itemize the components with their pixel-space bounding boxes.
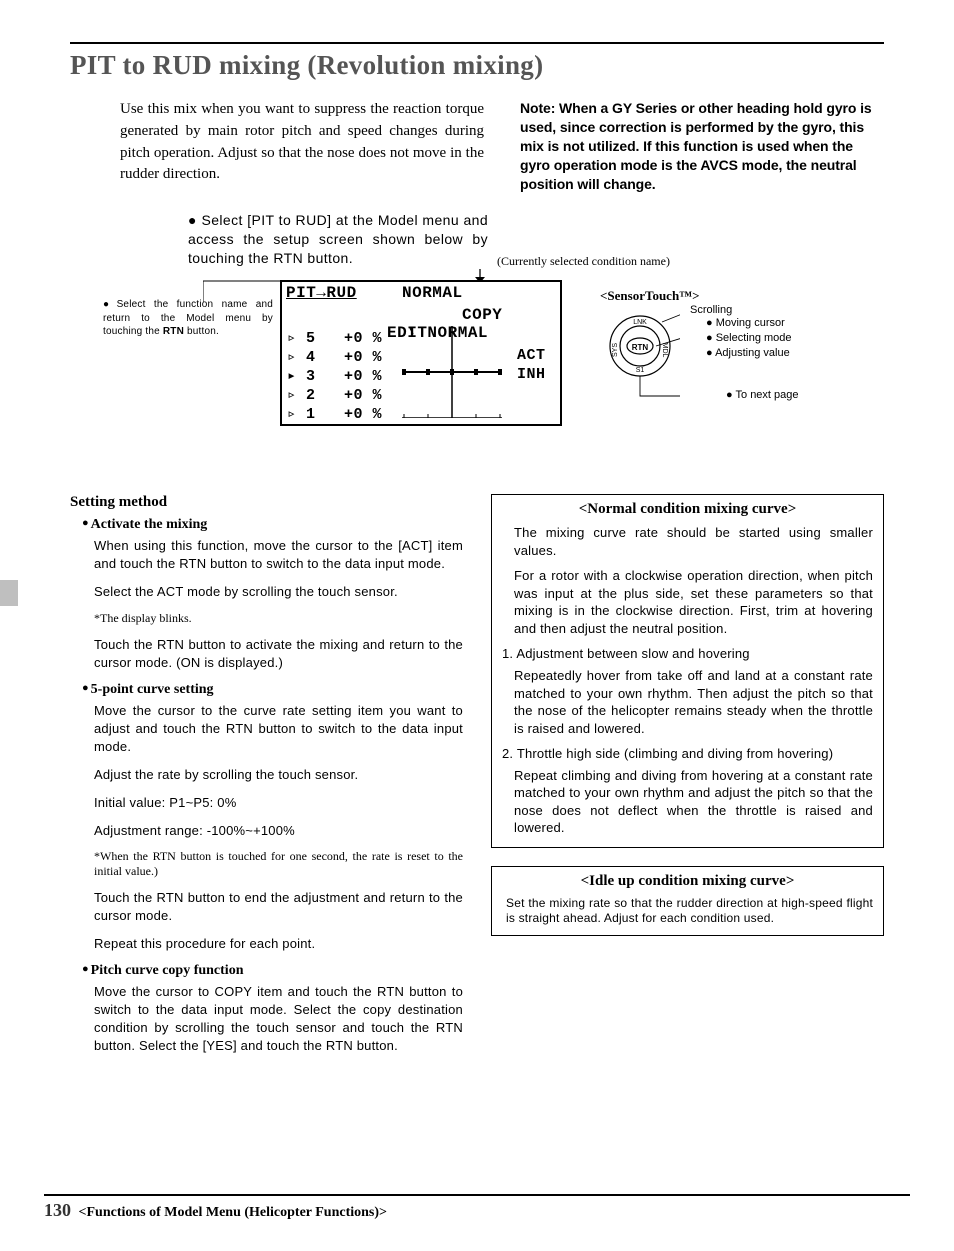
bullet-dot: ● — [103, 299, 115, 310]
lcd-condition: NORMAL — [402, 284, 463, 302]
idleup-curve-box: <Idle up condition mixing curve> Set the… — [491, 866, 884, 936]
normal-curve-p2: For a rotor with a clockwise operation d… — [514, 567, 873, 637]
left-column: Setting method Activate the mixing When … — [70, 494, 463, 1065]
svg-text:S1: S1 — [636, 367, 645, 374]
sensor-bullet-2: ● Selecting mode — [706, 331, 850, 346]
return-note-text-2: button. — [184, 326, 219, 337]
normal-curve-n1p: Repeatedly hover from take off and land … — [514, 667, 873, 737]
five-point-p5: Touch the RTN button to end the adjustme… — [94, 889, 463, 925]
svg-text:MDL: MDL — [661, 343, 668, 358]
sensor-dial-icon: RTN LNK SYS MDL S1 — [600, 308, 680, 408]
normal-curve-n1: 1. Adjustment between slow and hovering — [502, 645, 873, 663]
mid-graphic-region: (Currently selected condition name) ●Sel… — [70, 268, 884, 470]
side-tab — [0, 580, 18, 606]
bullet-dot: ● — [188, 212, 197, 228]
five-point-p3: Initial value: P1~P5: 0% — [94, 794, 463, 812]
idleup-curve-title: <Idle up condition mixing curve> — [502, 873, 873, 890]
page-number: 130 — [44, 1200, 71, 1220]
normal-curve-title: <Normal condition mixing curve> — [502, 501, 873, 518]
normal-curve-n2p: Repeat climbing and diving from hovering… — [514, 767, 873, 837]
nav-instruction-text: Select [PIT to RUD] at the Model menu an… — [188, 212, 488, 266]
svg-text:LNK: LNK — [633, 319, 647, 326]
footer-label: <Functions of Model Menu (Helicopter Fun… — [79, 1205, 388, 1220]
sensor-touch-block: <SensorTouch™> RTN LNK SYS MDL S1 Scroll… — [600, 288, 880, 308]
lcd-inh: INH — [517, 366, 546, 383]
svg-text:RTN: RTN — [632, 343, 649, 352]
return-note: ●Select the function name and return to … — [103, 298, 273, 339]
copy-head: Pitch curve copy function — [82, 963, 463, 979]
activate-p1: When using this function, move the curso… — [94, 537, 463, 573]
lcd-copy: COPY — [462, 306, 502, 324]
sensor-scroll-label: Scrolling — [690, 304, 850, 316]
five-point-note: *When the RTN button is touched for one … — [94, 849, 463, 879]
lcd-row-2: ▹ 2 +0 % — [287, 385, 382, 404]
right-column: <Normal condition mixing curve> The mixi… — [491, 494, 884, 1065]
normal-curve-p1: The mixing curve rate should be started … — [514, 524, 873, 559]
copy-p1: Move the cursor to COPY item and touch t… — [94, 983, 463, 1055]
sensor-bullet-1: ● Moving cursor — [706, 316, 850, 331]
five-point-p2: Adjust the rate by scrolling the touch s… — [94, 766, 463, 784]
idleup-curve-p: Set the mixing rate so that the rudder d… — [506, 896, 873, 925]
intro-columns: Use this mix when you want to suppress t… — [70, 99, 884, 193]
lcd-row-4: ▹ 4 +0 % — [287, 347, 382, 366]
lcd-row-5: ▹ 5 +0 % — [287, 328, 382, 347]
setting-method-head: Setting method — [70, 494, 463, 511]
activate-p2: Select the ACT mode by scrolling the tou… — [94, 583, 463, 601]
intro-text: Use this mix when you want to suppress t… — [70, 99, 484, 193]
rtn-label: RTN — [163, 326, 184, 337]
activate-p3: Touch the RTN button to activate the mix… — [94, 636, 463, 672]
lcd-curve-plot — [402, 326, 502, 418]
footer: 130 <Functions of Model Menu (Helicopter… — [44, 1194, 910, 1221]
nav-instruction: ● Select [PIT to RUD] at the Model menu … — [188, 211, 488, 268]
body-columns: Setting method Activate the mixing When … — [70, 494, 884, 1065]
lcd-screenshot: PIT→RUD NORMAL EDITNORMAL COPY ▹ 5 +0 % … — [280, 280, 562, 426]
normal-curve-box: <Normal condition mixing curve> The mixi… — [491, 494, 884, 848]
page-title: PIT to RUD mixing (Revolution mixing) — [70, 50, 884, 81]
five-point-p6: Repeat this procedure for each point. — [94, 935, 463, 953]
normal-curve-n2: 2. Throttle high side (climbing and divi… — [502, 745, 873, 763]
top-rule — [70, 42, 884, 44]
gyro-note: Note: When a GY Series or other heading … — [520, 99, 884, 193]
activate-head: Activate the mixing — [82, 517, 463, 533]
sensor-bullet-3: ● Adjusting value — [706, 346, 850, 361]
lcd-act: ACT — [517, 347, 546, 364]
lcd-row-3: ▸ 3 +0 % — [287, 366, 382, 385]
five-point-p1: Move the cursor to the curve rate settin… — [94, 702, 463, 756]
lcd-row-1: ▹ 1 +0 % — [287, 404, 382, 423]
five-point-head: 5-point curve setting — [82, 682, 463, 698]
sensor-next-page: ● To next page — [726, 389, 850, 401]
svg-text:SYS: SYS — [612, 343, 619, 357]
five-point-p4: Adjustment range: -100%~+100% — [94, 822, 463, 840]
activate-note: *The display blinks. — [94, 611, 463, 626]
sensor-title: <SensorTouch™> — [600, 288, 880, 304]
lcd-title: PIT→RUD — [286, 284, 357, 302]
callout-condition-name: (Currently selected condition name) — [497, 254, 670, 269]
